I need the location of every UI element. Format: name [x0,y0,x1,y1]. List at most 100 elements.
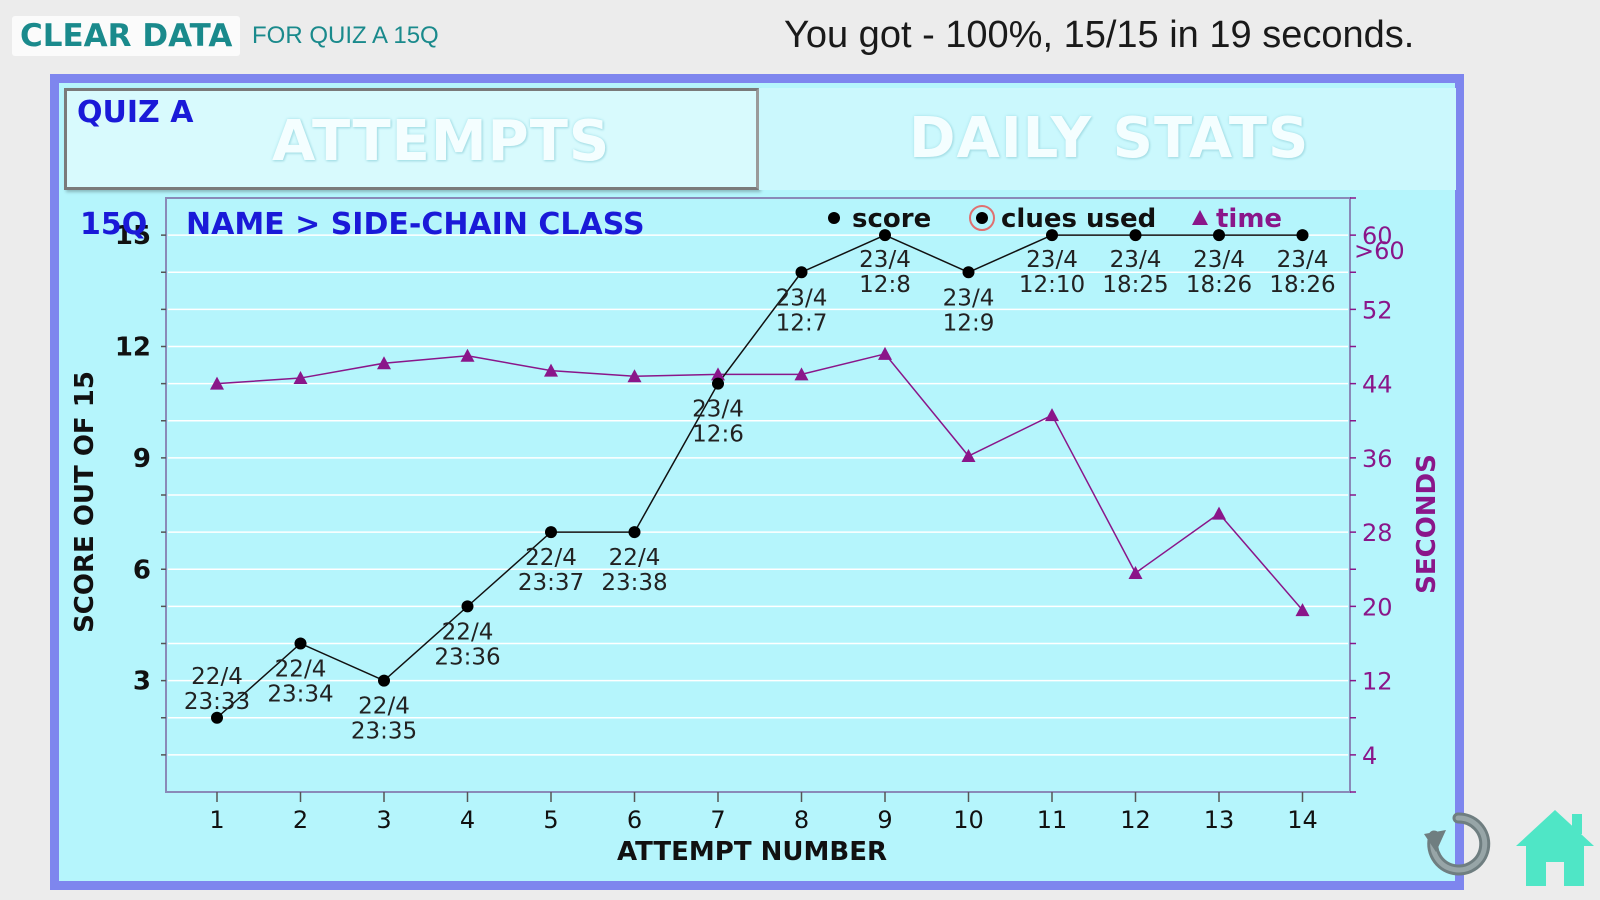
y2-overflow-label: >60 [1354,237,1405,265]
time-point [794,367,809,381]
score-point [461,600,474,613]
y-tick-label: 15 [115,221,151,251]
legend-time-marker [1192,210,1208,225]
score-point [628,526,641,539]
time-point [210,376,224,390]
score-point [1046,229,1058,242]
score-point [795,266,808,279]
time-line [216,353,1304,611]
y2-tick-label: 20 [1362,593,1393,621]
y-tick-label: 9 [133,444,151,474]
time-point [377,356,391,370]
score-point-label: 23/4 12:10 [1019,247,1085,298]
x-tick-label: 10 [953,806,984,834]
score-point [1129,229,1142,242]
time-point [1045,408,1059,422]
quiz-tag: 15Q [80,207,147,242]
score-point-label: 22/4 23:35 [351,694,417,745]
score-point [378,674,390,687]
x-tick-label: 12 [1120,806,1151,834]
legend-score-marker [828,212,840,224]
y2-tick-label: 60 [1362,222,1393,250]
time-point [1128,565,1143,579]
x-tick-label: 11 [1037,806,1068,834]
y2-tick-label: 36 [1362,445,1393,473]
time-point [961,449,976,463]
score-point [1296,229,1309,242]
x-tick-label: 13 [1204,806,1235,834]
result-summary: You got - 100%, 15/15 in 19 seconds. [784,14,1415,56]
legend-time-label: time [1216,204,1282,234]
series-lines [216,234,1304,719]
x-tick-label: 14 [1287,806,1318,834]
tab-daily-stats-label: DAILY STATS [909,106,1310,171]
legend-score-label: score [852,204,931,234]
point-markers [210,229,1310,724]
score-point-label: 23/4 18:26 [1186,247,1252,298]
score-point-label: 23/4 12:8 [859,247,911,298]
tab-attempts-label: ATTEMPTS [272,109,611,174]
score-point [545,526,557,539]
score-point-label: 22/4 23:34 [267,657,333,708]
score-point-label: 23/4 12:9 [943,285,995,336]
y2-tick-label: 28 [1362,519,1393,547]
time-point [460,348,475,362]
x-tick-label: 1 [209,806,224,834]
time-point [1295,603,1310,617]
score-point-label: 22/4 23:36 [434,619,500,670]
x-tick-label: 9 [877,806,892,834]
tab-daily-stats[interactable]: DAILY STATS [759,88,1456,190]
quiz-label: QUIZ A [77,95,194,130]
score-point-label: 22/4 23:33 [184,664,250,715]
score-point [294,637,307,650]
x-tick-label: 2 [293,806,308,834]
score-point-label: 23/4 18:25 [1102,247,1168,298]
score-point-label: 23/4 18:26 [1269,247,1335,298]
score-point [879,229,891,242]
x-axis-label: ATTEMPT NUMBER [617,837,887,867]
home-icon[interactable] [1514,806,1596,888]
y-axis-label: SCORE OUT OF 15 [70,371,100,633]
y2-axis-label: SECONDS [1412,454,1442,594]
score-point-label: 22/4 23:37 [518,545,584,596]
x-tick-label: 7 [710,806,725,834]
y-tick-label: 6 [133,555,151,585]
y2-tick-label: 44 [1362,371,1393,399]
y-tick-label: 12 [115,333,151,363]
score-point-label: 23/4 12:7 [776,285,828,336]
time-point [711,367,725,381]
x-tick-label: 8 [794,806,809,834]
x-tick-label: 5 [543,806,558,834]
legend: score clues used time [828,204,1282,234]
y2-tick-label: 12 [1362,668,1393,696]
grid-lines [168,234,1348,756]
y2-tick-label: 4 [1362,742,1377,770]
x-tick-label: 4 [460,806,475,834]
legend-clues-ring [969,205,995,231]
tab-attempts[interactable]: QUIZ A ATTEMPTS [64,88,759,190]
score-point [962,266,975,279]
x-tick-label: 6 [627,806,642,834]
score-point [1213,229,1225,242]
time-point [878,346,892,360]
score-point-label: 22/4 23:38 [601,545,667,596]
clear-data-button[interactable]: CLEAR DATA [12,16,241,56]
score-point [712,377,724,390]
x-tick-label: 3 [376,806,391,834]
time-point [627,369,642,383]
reload-icon[interactable] [1422,808,1494,880]
legend-clues-label: clues used [1001,204,1156,234]
time-point [1212,506,1226,520]
time-point [293,371,308,385]
y-tick-label: 3 [133,667,151,697]
score-point [211,711,223,724]
score-point-label: 23/4 12:6 [692,397,744,448]
clear-data-scope: FOR QUIZ A 15Q [252,22,439,49]
y2-tick-label: 52 [1362,296,1393,324]
score-line [216,234,1303,719]
time-point [544,363,558,377]
point-labels: 22/4 23:33 22/4 23:34 22/4 23:35 22/4 23:36 22/4… [184,247,1336,745]
chart-title: NAME > SIDE-CHAIN CLASS [186,207,645,242]
